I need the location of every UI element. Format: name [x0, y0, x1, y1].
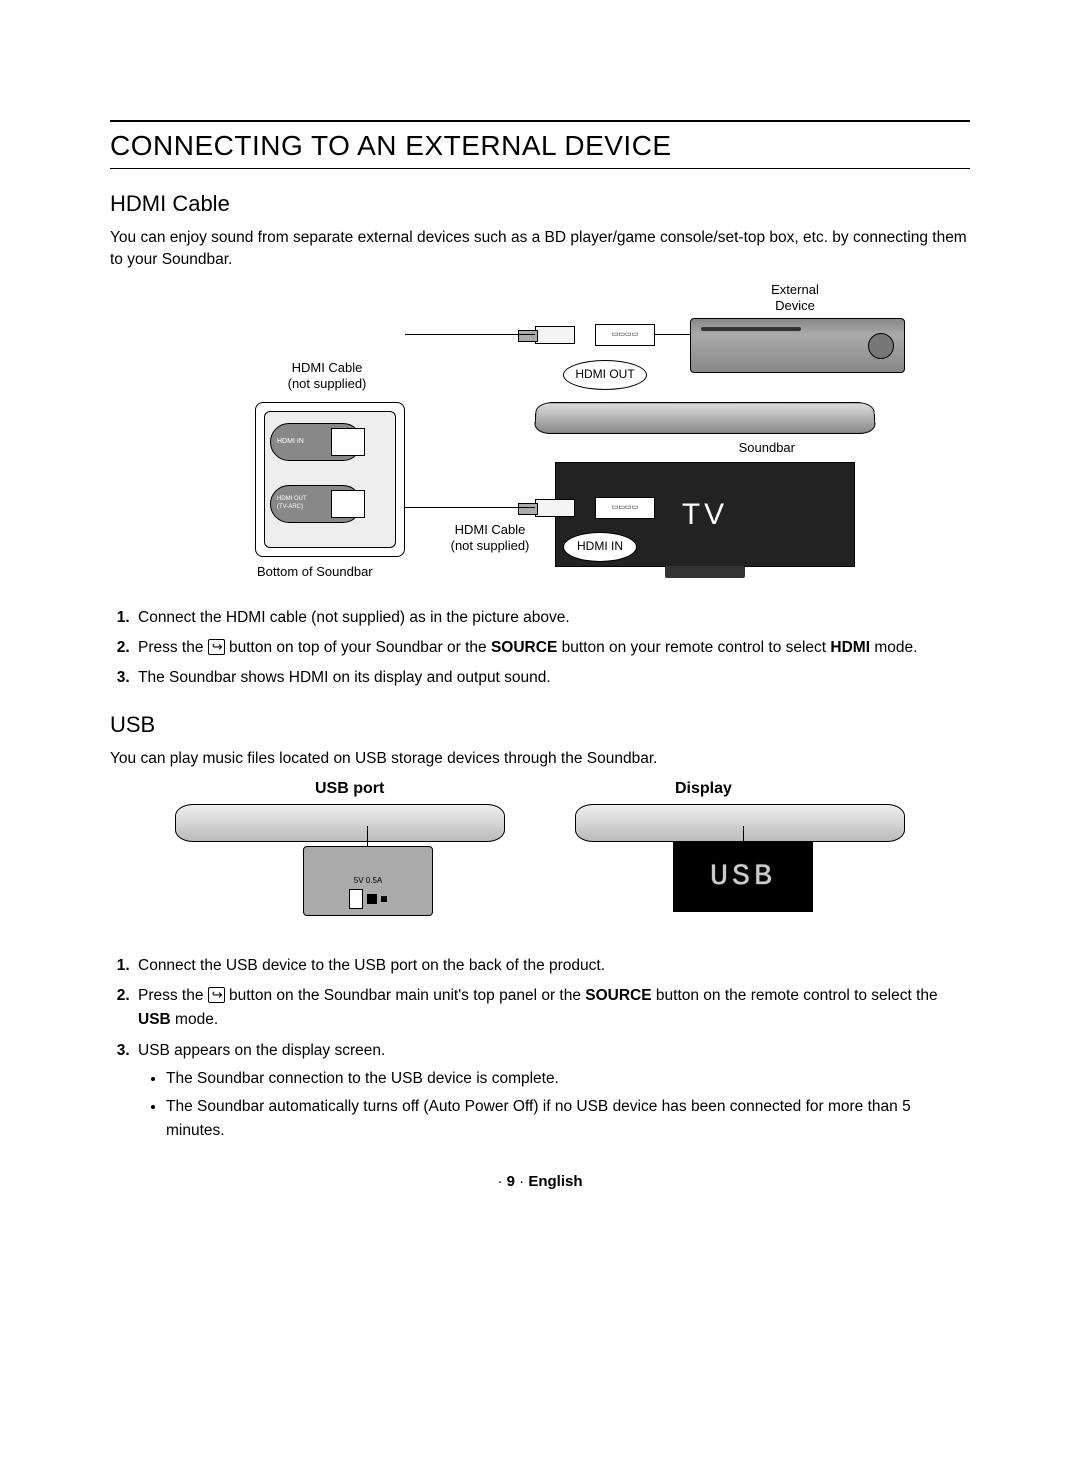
port-hdmi-out: HDMI OUT (TV-ARC) — [277, 496, 307, 511]
hdmi-heading: HDMI Cable — [110, 191, 970, 217]
usb-intro: You can play music files located on USB … — [110, 748, 970, 770]
usb-bullet-2: The Soundbar automatically turns off (Au… — [166, 1095, 970, 1143]
source-icon — [208, 639, 225, 655]
hdmi-cable-label-1: HDMI Cable — [267, 360, 387, 376]
page-title: CONNECTING TO AN EXTERNAL DEVICE — [110, 130, 970, 169]
usb-heading: USB — [110, 712, 970, 738]
usb-step-2: Press the button on the Soundbar main un… — [134, 984, 970, 1032]
hdmi-step-1: Connect the HDMI cable (not supplied) as… — [134, 606, 970, 630]
usb-bullet-1: The Soundbar connection to the USB devic… — [166, 1067, 970, 1091]
usb-step-1: Connect the USB device to the USB port o… — [134, 954, 970, 978]
usb-step-3: USB appears on the display screen. The S… — [134, 1039, 970, 1143]
port-hdmi-in: HDMI IN — [277, 438, 304, 447]
hdmi-step-3: The Soundbar shows HDMI on its display a… — [134, 666, 970, 690]
hdmi-in-label: HDMI IN — [563, 532, 637, 562]
display-label: Display — [675, 780, 732, 798]
external-device-label: External Device — [745, 282, 845, 315]
hdmi-intro: You can enjoy sound from separate extern… — [110, 227, 970, 272]
tv-label: TV — [682, 496, 728, 534]
page-footer: · 9 · English — [110, 1173, 970, 1190]
not-supplied-1: (not supplied) — [267, 376, 387, 392]
hdmi-cable-label-2: HDMI Cable — [430, 522, 550, 538]
not-supplied-2: (not supplied) — [430, 538, 550, 554]
soundbar-label: Soundbar — [739, 440, 795, 456]
usb-voltage-label: 5V 0.5A — [354, 876, 382, 885]
hdmi-step-2: Press the button on top of your Soundbar… — [134, 636, 970, 660]
bottom-of-soundbar-label: Bottom of Soundbar — [257, 564, 373, 580]
hdmi-diagram: External Device ▭▭▭▭ HDMI OUT HDMI Cable… — [175, 282, 905, 592]
usb-port-label: USB port — [315, 780, 384, 798]
hdmi-out-label: HDMI OUT — [563, 360, 647, 390]
usb-diagram: USB port Display 5V 0.5A USB — [175, 780, 905, 940]
source-icon — [208, 987, 225, 1003]
usb-display-text: USB — [710, 860, 776, 894]
